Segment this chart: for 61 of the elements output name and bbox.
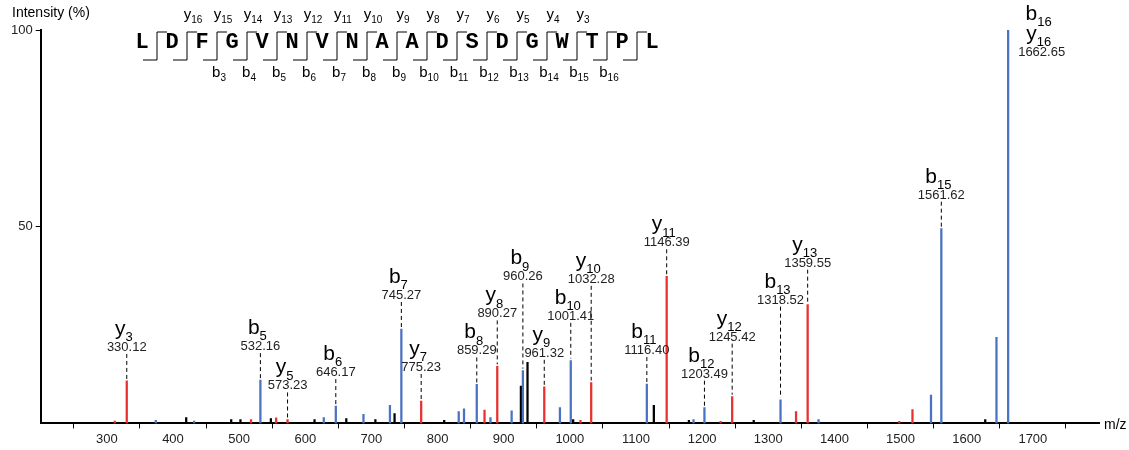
annotation: b$_{8}$ xyxy=(362,63,376,83)
bar xyxy=(489,417,492,424)
annotation: LDFGVNVNAADSDGWTPL xyxy=(135,30,676,55)
annotation: b$_{16}$ xyxy=(599,63,619,83)
bar xyxy=(779,399,782,424)
x-tick-label: 1000 xyxy=(555,430,585,446)
bar xyxy=(579,419,582,424)
y-axis-title: Intensity (%) xyxy=(12,4,90,20)
x-tick-label: 1100 xyxy=(622,430,650,446)
x-tick-label: 1500 xyxy=(886,430,916,446)
y-tick-label: 50 xyxy=(18,218,33,234)
annotation: b$_{6}$ xyxy=(302,63,316,83)
bar xyxy=(703,407,706,424)
annotation: b$_{3}$ xyxy=(212,63,226,83)
annotation: b$_{15}$ xyxy=(569,63,589,83)
x-tick-label: 600 xyxy=(294,430,317,446)
bar xyxy=(692,419,695,424)
x-tick-label: 1700 xyxy=(1018,430,1048,446)
text: y$_{5}$ xyxy=(516,5,530,25)
annotation: b$_{5}$ xyxy=(272,63,286,83)
text: y$_{16}$ xyxy=(183,5,203,25)
x-tick-label: 1200 xyxy=(687,430,717,446)
text: y$_{15}$ xyxy=(213,5,233,25)
x-tick-label: 1300 xyxy=(753,430,783,446)
text: y$_{13}$ xyxy=(273,5,293,25)
annotation: b$_{10}$ xyxy=(419,63,439,83)
bar xyxy=(483,409,486,424)
text: y$_{9}$ xyxy=(396,5,410,25)
x-tick-label: 900 xyxy=(492,430,515,446)
x-tick-label: 300 xyxy=(95,430,118,446)
annotation: b$_{7}$ xyxy=(332,63,346,83)
annotation: b$_{12}$ xyxy=(479,63,499,83)
x-tick-label: 500 xyxy=(228,430,250,446)
bar xyxy=(817,419,820,424)
bar xyxy=(259,379,262,424)
bar xyxy=(510,410,513,424)
text: y$_{11}$ xyxy=(334,5,352,25)
annotation: b$_{4}$ xyxy=(242,63,256,83)
x-tick-label: 700 xyxy=(360,430,383,446)
text: y$_{12}$ xyxy=(303,5,323,25)
annotation: b$_{11}$ xyxy=(449,63,469,83)
text: y$_{3}$ xyxy=(576,5,590,25)
text: y$_{6}$ xyxy=(486,5,500,25)
text: y$_{7}$ xyxy=(456,5,470,25)
x-tick-label: 1400 xyxy=(819,430,849,446)
bar xyxy=(911,409,914,424)
y-tick-label: 100 xyxy=(10,21,33,37)
bar xyxy=(286,419,289,424)
x-tick-label: 400 xyxy=(162,430,184,446)
text: y$_{14}$ xyxy=(243,5,263,25)
text: y$_{10}$ xyxy=(363,5,383,25)
text: y$_{8}$ xyxy=(426,5,440,25)
annotation: b$_{14}$ xyxy=(539,63,559,83)
text: y$_{4}$ xyxy=(546,5,560,25)
x-axis-title: m/z xyxy=(1104,416,1127,432)
annotation: b$_{13}$ xyxy=(509,63,529,83)
x-tick-label: 800 xyxy=(426,430,449,446)
x-tick-label: 1600 xyxy=(952,430,982,446)
annotation: b$_{9}$ xyxy=(392,63,406,83)
bar xyxy=(995,336,998,424)
bar xyxy=(362,414,365,424)
